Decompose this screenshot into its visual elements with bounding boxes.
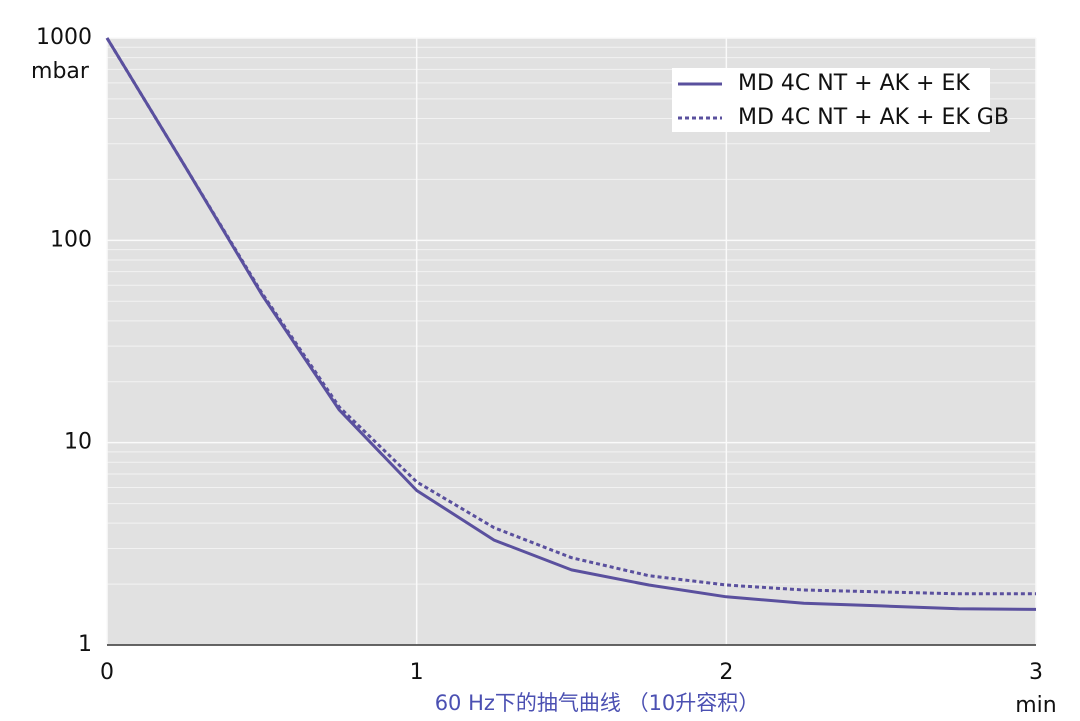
- x-tick-label: 3: [1029, 660, 1043, 685]
- series-line: [105, 37, 1036, 596]
- legend-label: MD 4C NT + AK + EK: [738, 71, 970, 96]
- legend-label: MD 4C NT + AK + EK GB: [738, 105, 1009, 130]
- x-tick-label: 1: [410, 660, 424, 685]
- legend-box: [672, 68, 990, 132]
- x-tick-label: 2: [719, 660, 733, 685]
- y-tick-label: 1000: [36, 25, 92, 50]
- x-axis-label: min: [1015, 693, 1057, 718]
- chart-title: 60 Hz下的抽气曲线 （10升容积）: [435, 691, 760, 715]
- plot-area: [107, 38, 1036, 645]
- lines: [105, 37, 1037, 611]
- y-axis-label: mbar: [31, 59, 90, 84]
- y-tick-label: 10: [64, 430, 92, 455]
- y-tick-label: 1: [78, 632, 92, 657]
- x-tick-label: 0: [100, 660, 114, 685]
- legend: MD 4C NT + AK + EK MD 4C NT + AK + EK GB: [678, 71, 1009, 130]
- series-line: [105, 37, 1037, 611]
- y-tick-label: 100: [50, 227, 92, 252]
